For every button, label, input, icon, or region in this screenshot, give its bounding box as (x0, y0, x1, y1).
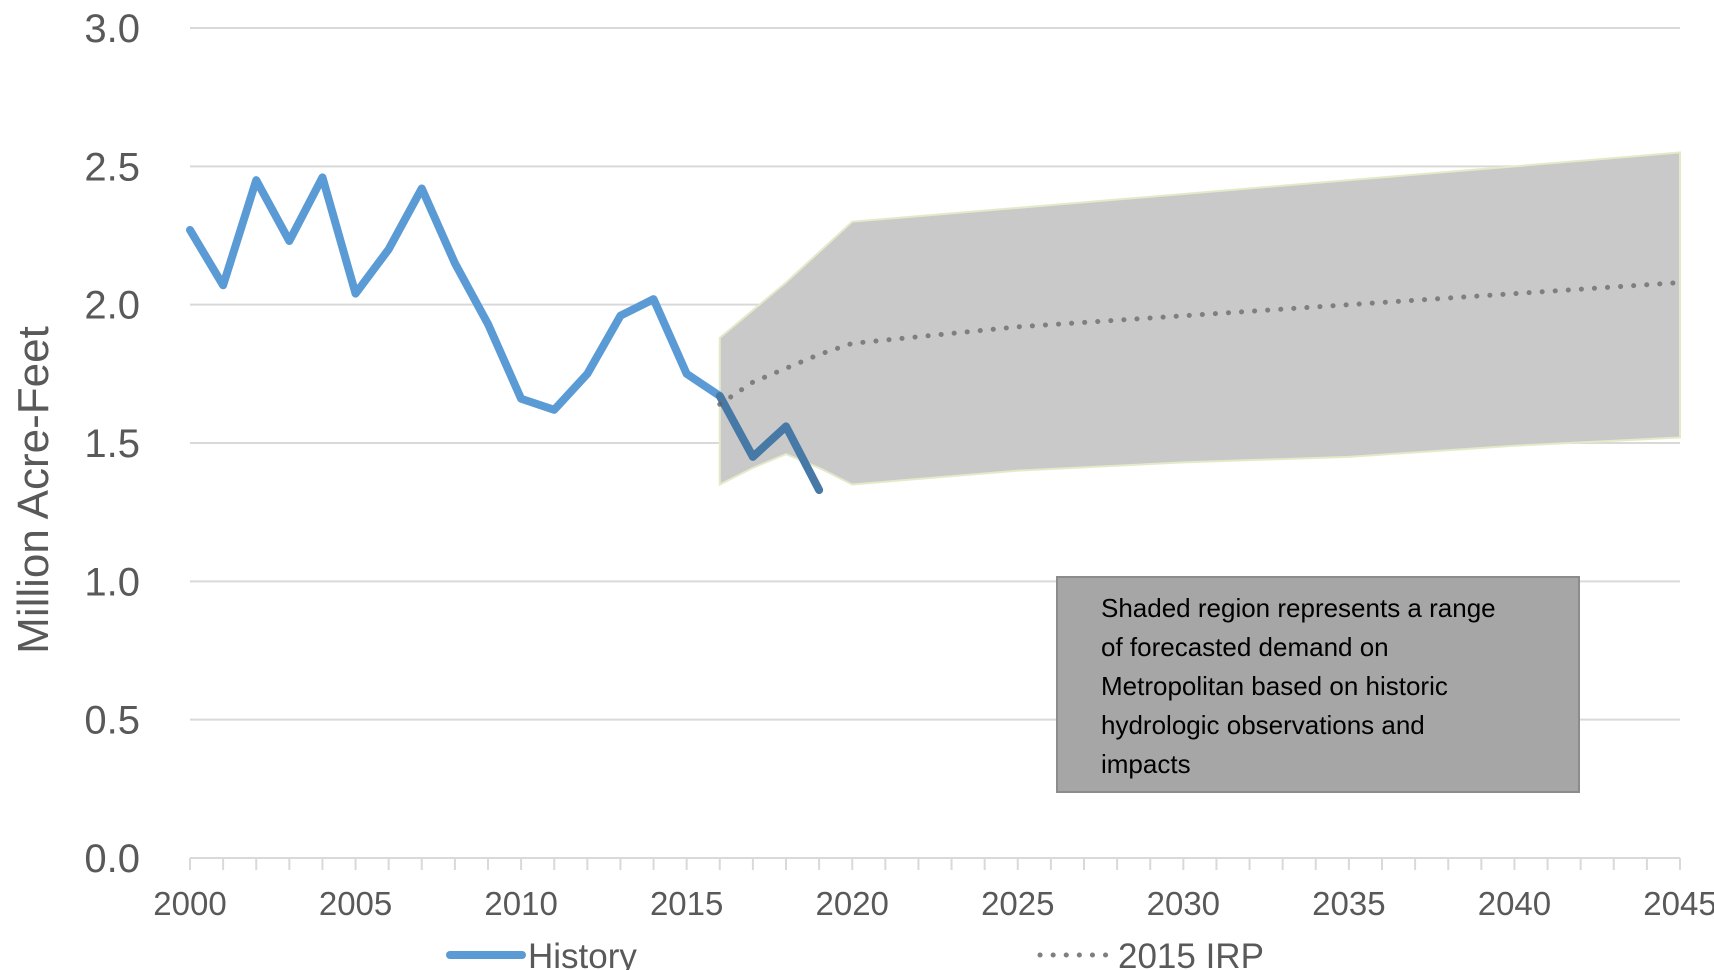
x-tick-label: 2020 (816, 885, 889, 922)
y-tick-labels: 0.0 0.5 1.0 1.5 2.0 2.5 3.0 (84, 7, 140, 881)
x-tick-labels: 2000 2005 2010 2015 2020 2025 2030 2035 2040 2045 (153, 885, 1714, 922)
x-tick-label: 2045 (1643, 885, 1714, 922)
annotation-line: Shaded region represents a range (1101, 593, 1496, 623)
x-tick-label: 2015 (650, 885, 723, 922)
forecast-band (718, 151, 1681, 487)
annotation-line: hydrologic observations and (1101, 710, 1425, 740)
y-axis-label: Million Acre-Feet (9, 326, 58, 654)
y-tick-label: 1.0 (84, 560, 140, 604)
history-in-band-shade (715, 391, 824, 495)
legend: History 2015 IRP (446, 937, 1264, 970)
x-tick-label: 2025 (981, 885, 1054, 922)
x-tick-label: 2010 (484, 885, 557, 922)
legend-label: History (528, 937, 637, 970)
annotation-line: Metropolitan based on historic (1101, 671, 1448, 701)
x-tick-label: 2035 (1312, 885, 1385, 922)
annotation-box: Shaded region represents a range of forec… (1056, 576, 1580, 793)
series-layer (186, 173, 1683, 495)
y-tick-label: 2.5 (84, 145, 140, 189)
x-tick-label: 2030 (1147, 885, 1220, 922)
series-line-history (186, 173, 824, 495)
x-tick-label: 2005 (319, 885, 392, 922)
y-tick-label: 0.0 (84, 837, 140, 881)
y-tick-label: 1.5 (84, 422, 140, 466)
x-tick-label: 2000 (153, 885, 226, 922)
legend-label: 2015 IRP (1118, 937, 1264, 970)
y-tick-label: 3.0 (84, 7, 140, 51)
annotation-line: of forecasted demand on (1101, 632, 1389, 662)
annotation-line: impacts (1101, 749, 1191, 779)
y-tick-label: 0.5 (84, 699, 140, 743)
axes (189, 857, 1681, 870)
annotation-box-bg (1056, 576, 1580, 793)
forecast-range-band (718, 151, 1681, 487)
y-tick-label: 2.0 (84, 284, 140, 328)
x-tick-label: 2040 (1478, 885, 1551, 922)
